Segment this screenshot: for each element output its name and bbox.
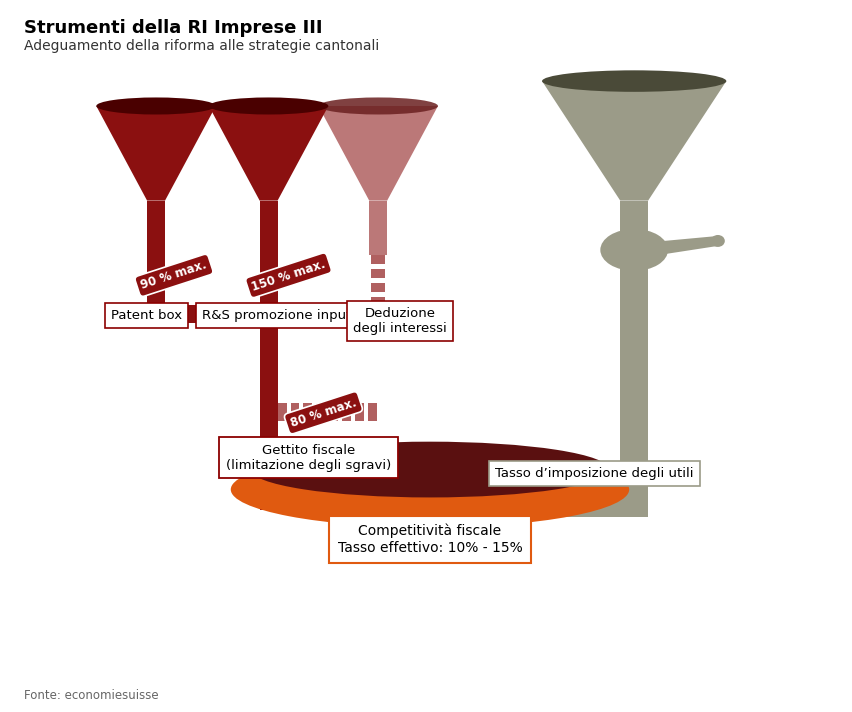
Polygon shape [260, 403, 278, 493]
Ellipse shape [96, 98, 216, 115]
Polygon shape [371, 283, 385, 292]
Polygon shape [330, 403, 338, 421]
Polygon shape [542, 81, 726, 201]
Ellipse shape [319, 98, 438, 115]
Text: Tasso d’imposizione degli utili: Tasso d’imposizione degli utili [495, 467, 694, 480]
Polygon shape [371, 311, 385, 320]
Polygon shape [260, 493, 427, 511]
Polygon shape [147, 305, 278, 323]
Text: 90 % max.: 90 % max. [139, 258, 209, 292]
Polygon shape [343, 403, 351, 421]
Polygon shape [409, 493, 427, 528]
Text: Patent box: Patent box [111, 309, 181, 322]
Text: Competitività fiscale
Tasso effettivo: 10% - 15%: Competitività fiscale Tasso effettivo: 1… [337, 524, 522, 555]
Ellipse shape [209, 98, 328, 115]
Text: Deduzione
degli interessi: Deduzione degli interessi [354, 307, 447, 335]
Text: 150 % max.: 150 % max. [250, 257, 327, 293]
Polygon shape [303, 403, 313, 421]
Ellipse shape [711, 235, 725, 247]
Text: R&S promozione input: R&S promozione input [202, 309, 351, 322]
Polygon shape [620, 201, 648, 290]
Polygon shape [371, 325, 385, 334]
Polygon shape [371, 269, 385, 278]
Text: Fonte: economiesuisse: Fonte: economiesuisse [24, 689, 158, 702]
Polygon shape [147, 256, 165, 305]
Polygon shape [147, 201, 165, 256]
Polygon shape [209, 106, 328, 201]
Polygon shape [316, 403, 325, 421]
Polygon shape [260, 256, 278, 403]
Text: 80 % max.: 80 % max. [289, 396, 358, 429]
Polygon shape [369, 201, 387, 256]
Text: Gettito fiscale
(limitazione degli sgravi): Gettito fiscale (limitazione degli sgrav… [226, 444, 391, 471]
Text: Adeguamento della riforma alle strategie cantonali: Adeguamento della riforma alle strategie… [24, 39, 379, 53]
Polygon shape [620, 290, 648, 489]
Polygon shape [371, 297, 385, 306]
Polygon shape [368, 403, 377, 421]
Ellipse shape [542, 70, 726, 92]
Ellipse shape [601, 229, 668, 271]
Polygon shape [555, 489, 648, 518]
Polygon shape [653, 236, 718, 256]
Polygon shape [96, 106, 216, 201]
Ellipse shape [231, 451, 630, 528]
Polygon shape [319, 106, 438, 201]
Polygon shape [355, 403, 365, 421]
Text: Strumenti della RI Imprese III: Strumenti della RI Imprese III [24, 19, 322, 37]
Polygon shape [371, 256, 385, 264]
Ellipse shape [250, 441, 609, 498]
Polygon shape [278, 403, 286, 421]
Polygon shape [291, 403, 300, 421]
Polygon shape [260, 201, 278, 256]
